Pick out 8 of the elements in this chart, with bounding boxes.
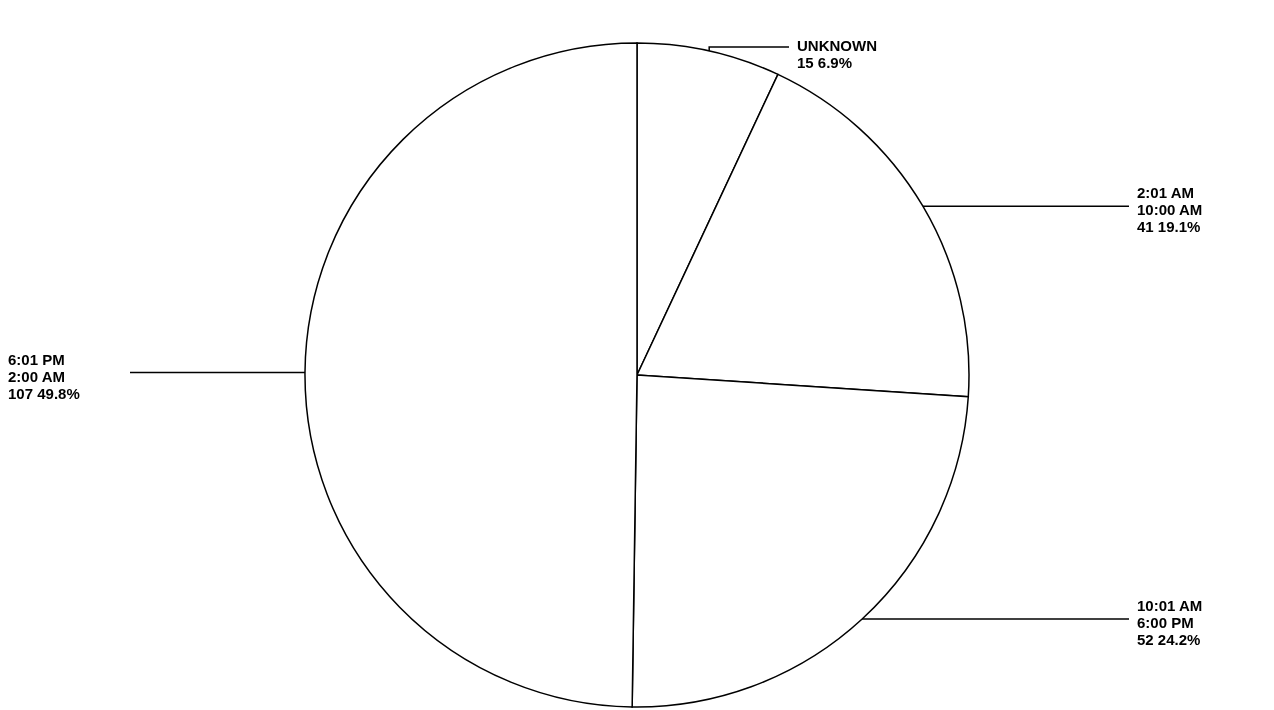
data-label: 52 24.2%	[1137, 631, 1201, 648]
slice-label: 10:01 AM 6:00 PM	[1137, 597, 1203, 631]
slice-label: 2:01 AM 10:00 AM	[1137, 184, 1203, 219]
data-label: 15 6.9%	[797, 53, 853, 71]
data-label: 107 49.8%	[8, 384, 80, 402]
slice-label: 6:01 PM 2:00 AM	[8, 350, 65, 385]
data-label: 41 19.1%	[1137, 218, 1201, 236]
slice-label: UNKNOWN	[797, 36, 877, 54]
